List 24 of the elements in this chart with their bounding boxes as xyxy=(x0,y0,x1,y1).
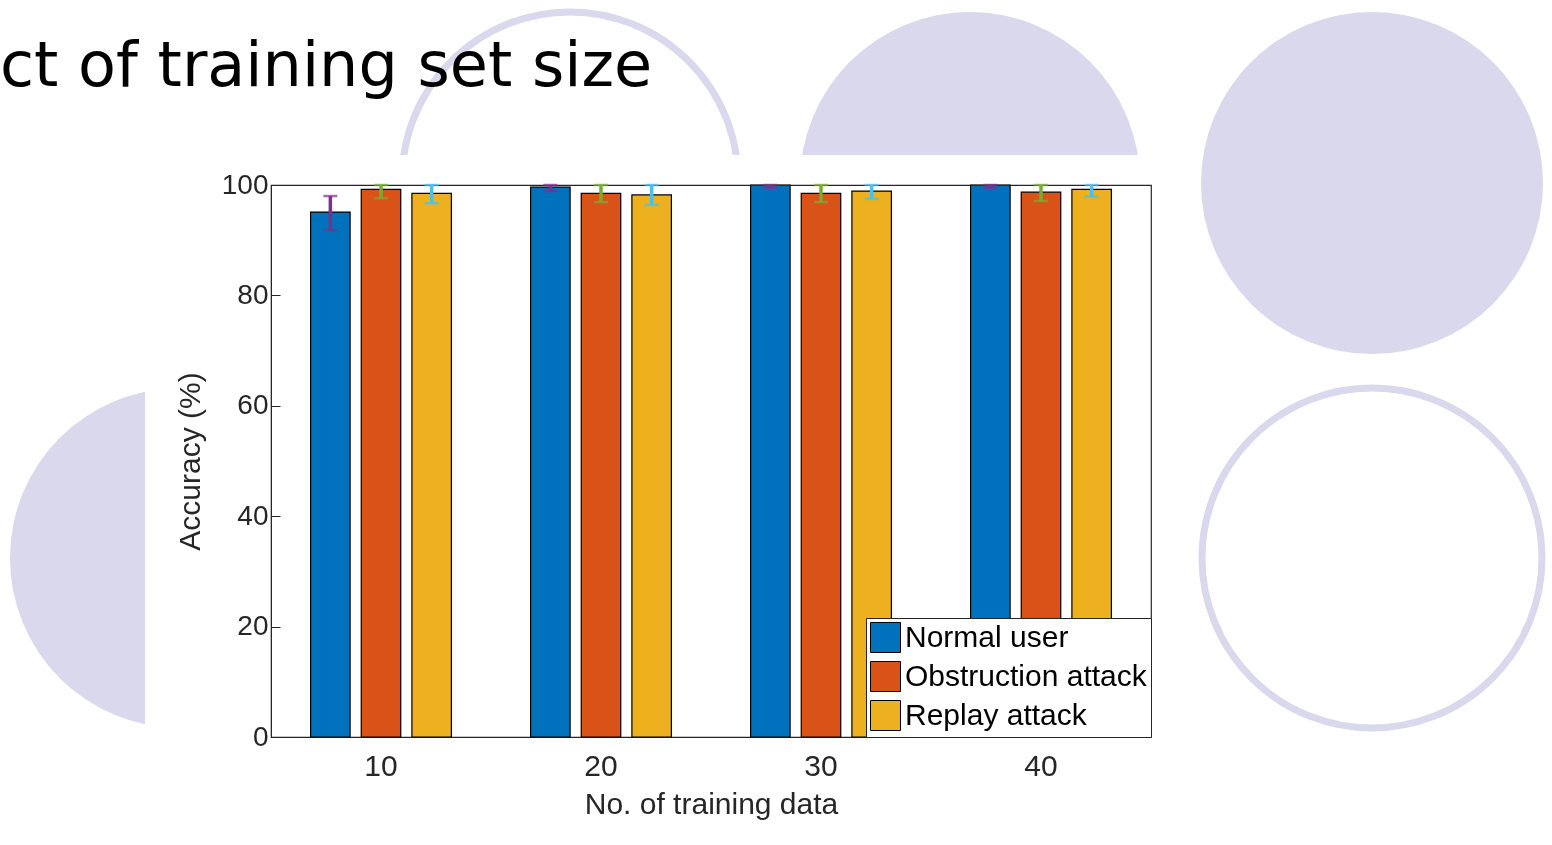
bar xyxy=(411,192,452,738)
x-tick-label: 10 xyxy=(364,748,398,782)
y-tick-label: 100 xyxy=(221,168,269,200)
bar xyxy=(360,188,402,738)
y-tick-label: 20 xyxy=(237,610,269,642)
legend-label: Replay attack xyxy=(905,697,1088,731)
bar xyxy=(580,192,622,738)
chart-title: ct of training set size xyxy=(0,28,653,101)
y-tick-label: 80 xyxy=(237,278,269,310)
y-axis-title: Accuracy (%) xyxy=(172,372,206,551)
y-tick-label: 40 xyxy=(237,499,269,531)
y-tick-label: 60 xyxy=(237,389,269,421)
y-tick-label: 0 xyxy=(252,720,269,752)
x-tick-label: 30 xyxy=(804,748,838,782)
bar xyxy=(631,194,672,738)
legend-label: Normal user xyxy=(905,619,1069,653)
x-tick-label: 40 xyxy=(1024,748,1058,782)
bar xyxy=(750,184,791,738)
x-tick-label: 20 xyxy=(584,748,618,782)
x-axis-title: No. of training data xyxy=(584,786,839,820)
legend-label: Obstruction attack xyxy=(905,658,1148,692)
bar xyxy=(800,192,842,738)
bar xyxy=(530,186,571,738)
bar xyxy=(310,211,351,738)
